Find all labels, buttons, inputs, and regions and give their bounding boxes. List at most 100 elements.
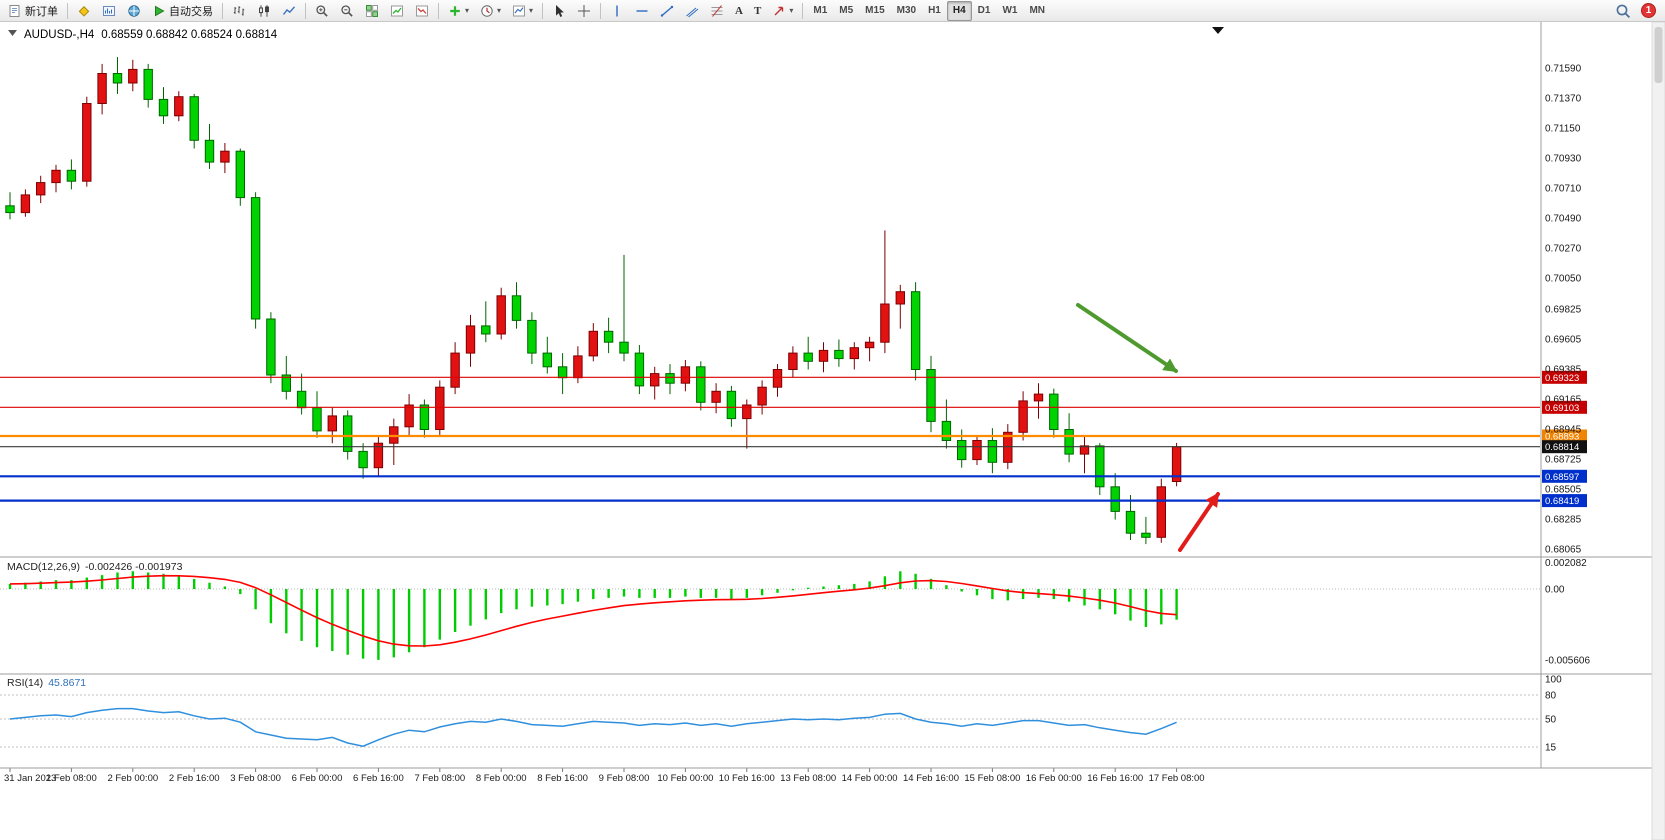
timeframe-button-m15[interactable]: M15 <box>865 5 885 16</box>
bull-candle <box>895 291 905 305</box>
rsi-axis-label: 100 <box>1545 675 1562 686</box>
notification-badge[interactable]: 1 <box>1641 3 1656 18</box>
bar-chart-mode-button[interactable] <box>227 1 251 21</box>
rsi-line <box>9 707 1177 747</box>
channel-tool-button[interactable] <box>680 1 704 21</box>
timeframe-button-m1[interactable]: M1 <box>813 5 828 16</box>
arrow-object-icon <box>772 4 786 18</box>
search-button[interactable] <box>1610 1 1636 21</box>
text-tool-button[interactable]: A <box>735 4 743 17</box>
timeframe-button-d1[interactable]: D1 <box>977 5 991 16</box>
chart-title: AUDUSD-,H4 0.68559 0.68842 0.68524 0.6881… <box>24 29 278 41</box>
one-click-trading-toggle[interactable] <box>8 30 17 36</box>
bear-candle <box>189 96 199 141</box>
timeframe-button-m5[interactable]: M5 <box>839 5 854 16</box>
price-badge <box>1542 370 1587 384</box>
navigator-button[interactable] <box>122 1 146 21</box>
objects-window-button[interactable] <box>410 1 434 21</box>
bear-candle <box>527 319 537 354</box>
date-label: 14 Feb 00:00 <box>842 773 898 784</box>
zoom-in-button[interactable] <box>310 1 334 21</box>
label-tool-button[interactable]: T <box>754 4 762 17</box>
date-label: 16 Feb 00:00 <box>1026 773 1082 784</box>
indicators-window-button[interactable] <box>385 1 409 21</box>
date-label: 16 Feb 16:00 <box>1087 773 1143 784</box>
toolbar-separator <box>305 2 306 19</box>
price-badge <box>1542 469 1587 483</box>
bear-candle <box>1049 393 1059 431</box>
bull-candle <box>465 325 476 354</box>
bear-candle <box>5 205 15 214</box>
metaeditor-button[interactable] <box>72 1 96 21</box>
new-order-button[interactable]: 新订单 <box>3 1 63 21</box>
price-axis[interactable]: 0.71590 0.71370 0.71150 0.70930 0.70710 0.704… <box>1545 64 1582 556</box>
horizontal-line-icon <box>635 4 649 18</box>
template-button[interactable]: ▾ <box>507 1 538 21</box>
date-label: 9 Feb 08:00 <box>599 773 650 784</box>
tile-windows-button[interactable] <box>360 1 384 21</box>
cursor-tool-button[interactable] <box>547 1 571 21</box>
date-label: 3 Feb 08:00 <box>230 773 281 784</box>
crosshair-tool-button[interactable] <box>572 1 596 21</box>
bar-shift-marker[interactable] <box>1212 27 1224 34</box>
price-axis-label: 0.68505 <box>1545 484 1582 495</box>
bear-candle <box>312 407 322 432</box>
bar-chart-icon <box>232 4 246 18</box>
market-watch-button[interactable] <box>97 1 121 21</box>
bear-candle <box>204 139 215 163</box>
tile-windows-icon <box>365 4 379 18</box>
autotrading-button[interactable]: 自动交易 <box>147 1 218 21</box>
bullish-bounce-arrow[interactable] <box>1178 492 1220 552</box>
timeframe-button-h4[interactable]: H4 <box>946 0 972 21</box>
scrollbar-thumb[interactable] <box>1654 27 1663 83</box>
zoom-out-button[interactable] <box>335 1 359 21</box>
macd-axis-label: -0.005606 <box>1545 656 1590 667</box>
bear-candle <box>66 169 77 182</box>
bear-candle <box>266 318 276 376</box>
add-indicator-button[interactable]: ▾ <box>443 1 474 21</box>
bull-candle <box>588 330 598 357</box>
price-badge <box>1542 400 1587 414</box>
candlestick-mode-button[interactable] <box>252 1 276 21</box>
line-chart-icon <box>282 4 296 18</box>
crosshair-icon <box>577 4 591 18</box>
bearish-trend-arrow[interactable] <box>1076 303 1178 373</box>
horizontal-line-tool-button[interactable] <box>630 1 654 21</box>
vertical-scrollbar[interactable] <box>1651 22 1665 840</box>
line-chart-mode-button[interactable] <box>277 1 301 21</box>
bear-candle <box>419 404 430 430</box>
price-axis-label: 0.68285 <box>1545 514 1582 525</box>
chevron-down-icon: ▾ <box>529 5 534 15</box>
candlestick-icon <box>257 4 271 18</box>
indicator-up-icon <box>390 4 404 18</box>
timeframe-button-h1[interactable]: H1 <box>928 5 941 16</box>
timeframe-button-w1[interactable]: W1 <box>1002 5 1018 16</box>
timeframe-button-m30[interactable]: M30 <box>896 5 917 16</box>
trendline-tool-button[interactable] <box>655 1 679 21</box>
bear-candle <box>296 390 307 409</box>
bull-candle <box>450 352 460 388</box>
trendline-icon <box>660 4 674 18</box>
chart-window: 0.69323 0.69103 0.68893 0.68814 0.68597 0.684… <box>0 22 1665 840</box>
price-axis-label: 0.70270 <box>1545 244 1582 255</box>
bear-candle <box>634 352 645 387</box>
bull-candle <box>772 369 783 388</box>
bull-candle <box>849 347 859 360</box>
bull-candle <box>97 73 107 104</box>
bull-candle <box>404 404 414 428</box>
fibonacci-tool-button[interactable] <box>705 1 729 21</box>
metaeditor-icon <box>77 4 91 18</box>
arrow-objects-button[interactable]: ▾ <box>767 1 798 21</box>
timeframe-toolbar: M1 M5 M15 M30 H1 H4 D1 W1 MN <box>807 0 1051 21</box>
bull-candle <box>327 415 338 432</box>
vertical-line-tool-button[interactable] <box>605 1 629 21</box>
bull-candle <box>174 96 184 117</box>
timeframe-button-mn[interactable]: MN <box>1029 5 1046 16</box>
price-badge-label: 0.68419 <box>1545 496 1579 507</box>
period-selector-button[interactable]: ▾ <box>475 1 506 21</box>
bull-candle <box>1003 431 1013 463</box>
date-label: 14 Feb 16:00 <box>903 773 959 784</box>
